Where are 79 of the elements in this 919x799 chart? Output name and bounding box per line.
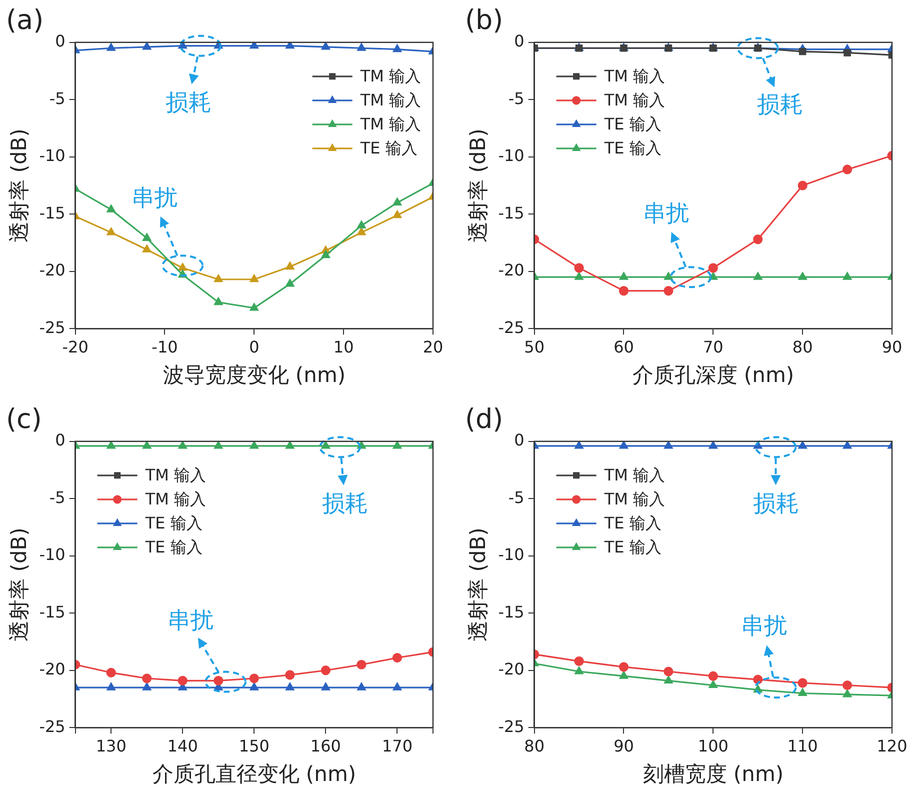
y-tick-label: -10 <box>39 146 66 166</box>
x-tick-label: 80 <box>792 337 813 356</box>
annotation: 串扰 <box>740 614 787 640</box>
y-tick-label: -20 <box>39 260 66 280</box>
y-axis-title: 透射率 (dB) <box>7 528 32 642</box>
y-tick-label: -15 <box>498 602 524 622</box>
y-tick-label: -5 <box>508 488 524 507</box>
y-tick-label: -5 <box>49 88 66 108</box>
x-tick-label: 20 <box>422 337 444 356</box>
legend-label: TM 输入 <box>603 66 666 86</box>
y-tick-label: -20 <box>39 660 66 679</box>
annotation: 损耗 <box>756 92 803 118</box>
y-tick-label: -20 <box>498 260 524 280</box>
y-tick-label: -10 <box>498 146 524 166</box>
y-tick-label: -20 <box>498 660 524 679</box>
x-tick-label: 160 <box>310 736 341 756</box>
x-tick-label: 110 <box>787 736 818 756</box>
x-tick-label: 130 <box>96 736 126 756</box>
x-axis-title: 介质孔深度 (nm) <box>632 362 794 387</box>
x-axis-title: 刻槽宽度 (nm) <box>642 762 784 786</box>
legend-label: TE 输入 <box>359 138 418 158</box>
legend-label: TM 输入 <box>359 90 422 110</box>
y-tick-label: 0 <box>514 430 524 450</box>
x-tick-label: 120 <box>876 736 908 756</box>
y-tick-label: -25 <box>498 318 524 337</box>
chart-title: (c) <box>6 404 42 436</box>
legend-label: TE 输入 <box>603 514 662 533</box>
legend-label: TM 输入 <box>603 90 666 110</box>
legend-label: TM 输入 <box>359 114 422 134</box>
y-tick-label: -5 <box>508 88 524 108</box>
x-tick-label: 80 <box>524 736 545 756</box>
y-tick-label: 0 <box>55 32 66 51</box>
annotation: 损耗 <box>752 491 799 518</box>
x-tick-label: 100 <box>698 736 728 756</box>
y-tick-label: -10 <box>39 545 66 564</box>
y-tick-label: -15 <box>39 602 66 622</box>
x-axis-title: 波导宽度变化 (nm) <box>162 362 346 387</box>
chart-title: (d) <box>465 404 504 436</box>
annotation: 串扰 <box>132 186 178 212</box>
legend-label: TM 输入 <box>359 66 422 86</box>
x-axis-title: 介质孔直径变化 (nm) <box>152 762 356 786</box>
x-tick-label: 90 <box>614 736 634 756</box>
y-tick-label: -15 <box>39 203 66 222</box>
legend-label: TM 输入 <box>144 490 206 509</box>
annotation: 串扰 <box>642 201 689 228</box>
chart-title: (a) <box>6 5 44 36</box>
legend-label: TE 输入 <box>144 514 202 533</box>
y-tick-label: -25 <box>498 716 524 736</box>
y-tick-label: -25 <box>39 716 66 736</box>
x-tick-label: -10 <box>152 337 178 356</box>
legend-label: TM 输入 <box>144 466 206 485</box>
annotation: 损耗 <box>166 90 212 116</box>
x-tick-label: 150 <box>238 736 270 756</box>
annotation: 损耗 <box>322 491 368 518</box>
x-tick-label: 60 <box>614 337 634 356</box>
legend-label: TE 输入 <box>603 138 662 158</box>
legend-label: TE 输入 <box>603 114 662 134</box>
y-axis-title: 透射率 (dB) <box>466 128 490 242</box>
x-tick-label: 170 <box>382 736 413 756</box>
y-tick-label: -25 <box>39 318 66 337</box>
y-axis-title: 透射率 (dB) <box>7 128 32 242</box>
chart-title: (b) <box>465 5 504 36</box>
y-tick-label: -10 <box>498 545 524 564</box>
x-tick-label: 50 <box>524 337 545 356</box>
y-tick-label: -15 <box>498 203 524 222</box>
legend-label: TM 输入 <box>603 490 666 509</box>
y-tick-label: 0 <box>55 430 66 450</box>
x-tick-label: 0 <box>249 337 260 356</box>
y-tick-label: 0 <box>514 32 524 51</box>
legend-label: TE 输入 <box>144 538 202 557</box>
y-tick-label: -5 <box>49 488 66 507</box>
y-axis-title: 透射率 (dB) <box>466 528 490 642</box>
x-tick-label: 10 <box>333 337 354 356</box>
x-tick-label: 70 <box>702 337 724 356</box>
legend-label: TE 输入 <box>603 538 662 557</box>
x-tick-label: 90 <box>882 337 902 356</box>
x-tick-label: 140 <box>167 736 198 756</box>
annotation: 串扰 <box>168 608 214 634</box>
legend-label: TM 输入 <box>603 466 666 485</box>
